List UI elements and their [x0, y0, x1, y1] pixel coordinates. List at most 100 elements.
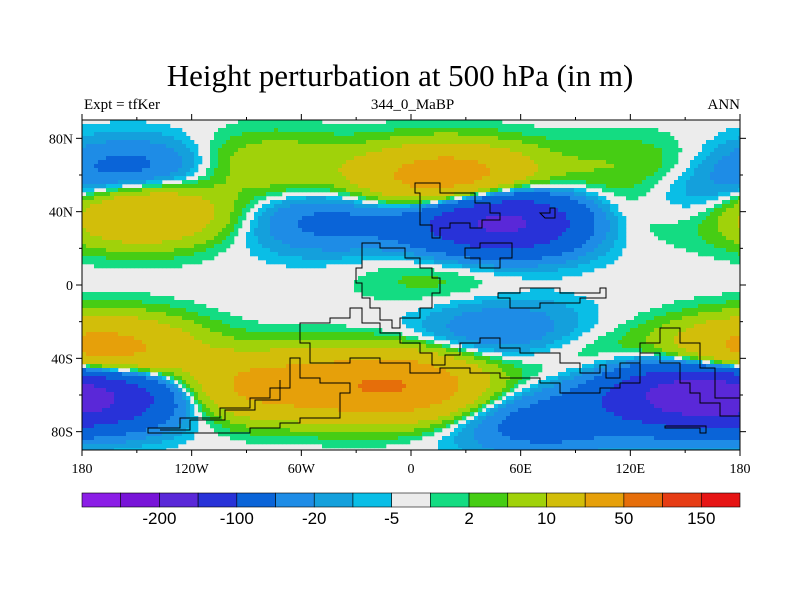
field-cell	[474, 232, 479, 237]
field-cell	[610, 232, 615, 237]
field-cell	[530, 168, 535, 173]
field-cell	[94, 216, 99, 221]
field-cell	[438, 172, 443, 177]
field-cell	[406, 224, 411, 229]
field-cell	[714, 164, 719, 169]
field-cell	[602, 228, 607, 233]
field-cell	[118, 220, 123, 225]
field-cell	[162, 128, 167, 133]
field-cell	[558, 240, 563, 245]
field-cell	[294, 220, 299, 225]
field-cell	[246, 160, 251, 165]
field-cell	[294, 164, 299, 169]
field-cell	[662, 232, 667, 237]
field-cell	[218, 176, 223, 181]
field-cell	[102, 140, 107, 145]
field-cell	[490, 188, 495, 193]
field-cell	[306, 188, 311, 193]
field-cell	[326, 156, 331, 161]
field-cell	[282, 132, 287, 137]
field-cell	[414, 216, 419, 221]
field-cell	[222, 204, 227, 209]
field-cell	[582, 172, 587, 177]
field-cell	[298, 220, 303, 225]
field-cell	[294, 156, 299, 161]
field-cell	[190, 224, 195, 229]
field-cell	[518, 168, 523, 173]
field-cell	[110, 228, 115, 233]
field-cell	[542, 220, 547, 225]
field-cell	[566, 236, 571, 241]
field-cell	[658, 176, 663, 181]
field-cell	[662, 148, 667, 153]
field-cell	[634, 136, 639, 141]
field-cell	[358, 224, 363, 229]
field-cell	[586, 168, 591, 173]
field-cell	[302, 188, 307, 193]
field-cell	[114, 212, 119, 217]
field-cell	[702, 160, 707, 165]
field-cell	[650, 180, 655, 185]
field-cell	[518, 244, 523, 249]
field-cell	[330, 224, 335, 229]
field-cell	[618, 228, 623, 233]
field-cell	[526, 184, 531, 189]
field-cell	[222, 136, 227, 141]
field-cell	[202, 244, 207, 249]
field-cell	[618, 248, 623, 253]
field-cell	[414, 180, 419, 185]
field-cell	[322, 168, 327, 173]
field-cell	[130, 160, 135, 165]
field-cell	[566, 200, 571, 205]
field-cell	[410, 188, 415, 193]
field-cell	[178, 236, 183, 241]
field-cell	[478, 168, 483, 173]
field-cell	[366, 240, 371, 245]
field-cell	[134, 240, 139, 245]
field-cell	[622, 144, 627, 149]
field-cell	[650, 224, 655, 229]
field-cell	[582, 196, 587, 201]
field-cell	[534, 172, 539, 177]
field-cell	[358, 240, 363, 245]
field-cell	[302, 164, 307, 169]
field-cell	[150, 236, 155, 241]
field-cell	[554, 204, 559, 209]
field-cell	[526, 192, 531, 197]
field-cell	[374, 156, 379, 161]
field-cell	[178, 160, 183, 165]
field-cell	[366, 160, 371, 165]
field-cell	[474, 252, 479, 257]
field-cell	[734, 196, 739, 201]
field-cell	[526, 204, 531, 209]
field-cell	[578, 212, 583, 217]
field-cell	[550, 136, 555, 141]
field-cell	[266, 216, 271, 221]
field-cell	[390, 244, 395, 249]
field-cell	[254, 252, 259, 257]
field-cell	[598, 224, 603, 229]
field-cell	[562, 252, 567, 257]
field-cell	[230, 140, 235, 145]
field-cell	[314, 144, 319, 149]
field-cell	[242, 160, 247, 165]
field-cell	[190, 248, 195, 253]
field-cell	[350, 192, 355, 197]
field-cell	[102, 128, 107, 133]
field-cell	[330, 168, 335, 173]
field-cell	[362, 232, 367, 237]
field-cell	[586, 148, 591, 153]
field-cell	[338, 192, 343, 197]
field-cell	[226, 240, 231, 245]
field-cell	[438, 132, 443, 137]
field-cell	[238, 188, 243, 193]
field-cell	[326, 128, 331, 133]
field-cell	[390, 200, 395, 205]
field-cell	[114, 228, 119, 233]
field-cell	[470, 132, 475, 137]
field-cell	[86, 168, 91, 173]
field-cell	[418, 156, 423, 161]
field-cell	[306, 140, 311, 145]
field-cell	[594, 160, 599, 165]
field-cell	[82, 212, 87, 217]
